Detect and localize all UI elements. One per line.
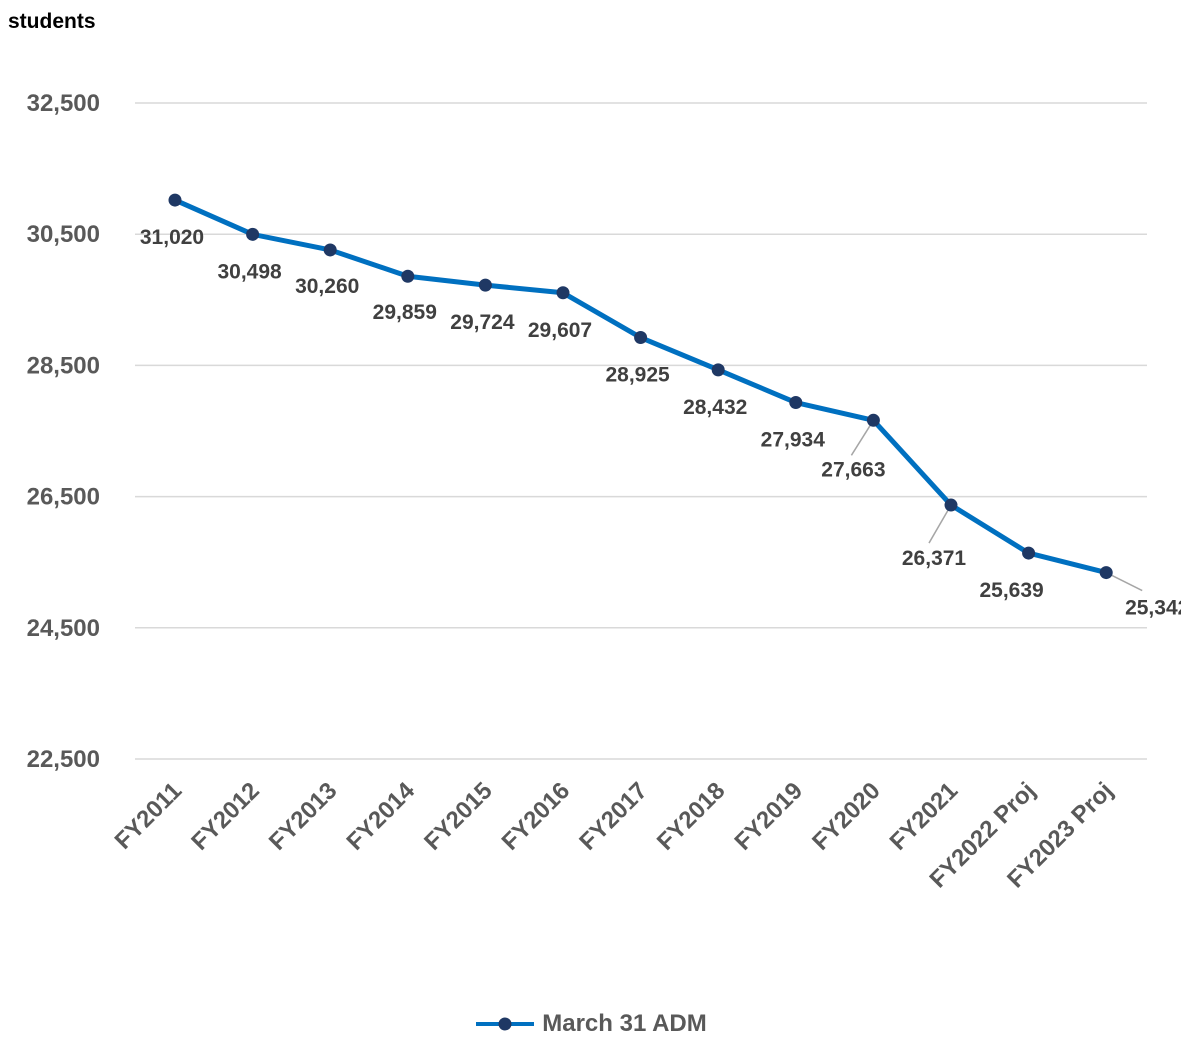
leader-line — [850, 419, 875, 456]
data-point — [478, 278, 492, 292]
leader-line — [1105, 571, 1143, 592]
data-label: 25,342 — [1125, 597, 1181, 620]
x-tick-label: FY2018 — [652, 777, 731, 856]
x-tick-label: FY2020 — [807, 777, 886, 856]
y-tick-label: 32,500 — [27, 90, 100, 117]
legend-label: March 31 ADM — [542, 1010, 707, 1037]
data-label: 29,859 — [373, 301, 437, 324]
x-tick-label: FY2017 — [574, 777, 653, 856]
data-label: 30,498 — [217, 260, 282, 283]
data-label: 27,934 — [761, 429, 826, 452]
data-point — [246, 227, 260, 241]
x-tick-label: FY2014 — [342, 777, 421, 856]
x-tick-label: FY2016 — [497, 777, 576, 856]
data-label: 28,925 — [605, 364, 670, 387]
data-point — [634, 331, 648, 345]
data-point — [1022, 546, 1036, 560]
data-point — [1099, 566, 1113, 580]
y-tick-label: 24,500 — [27, 615, 100, 642]
y-tick-label: 30,500 — [27, 221, 100, 248]
x-tick-label: FY2012 — [186, 777, 265, 856]
data-point — [168, 193, 182, 207]
data-label: 27,663 — [821, 458, 885, 481]
leader-line — [928, 504, 952, 544]
x-tick-label: FY2019 — [730, 777, 809, 856]
data-point — [866, 413, 880, 427]
data-label: 29,607 — [528, 319, 592, 342]
data-point — [944, 498, 958, 512]
data-point — [401, 269, 415, 283]
legend-marker-icon — [476, 1017, 535, 1031]
y-tick-label: 22,500 — [27, 746, 100, 773]
y-axis-label: students — [8, 10, 96, 33]
data-point — [323, 243, 337, 257]
legend: March 31 ADM — [0, 1010, 1181, 1039]
y-tick-label: 28,500 — [27, 352, 100, 379]
data-label: 25,639 — [979, 579, 1043, 602]
data-point — [711, 363, 725, 377]
x-tick-label: FY2011 — [110, 777, 188, 855]
x-tick-label: FY2013 — [264, 777, 343, 856]
data-label: 26,371 — [902, 547, 967, 570]
x-tick-label: FY2021 — [885, 777, 964, 856]
data-label: 31,020 — [140, 226, 204, 249]
data-label: 29,724 — [450, 311, 515, 334]
x-tick-label: FY2015 — [419, 777, 498, 856]
y-tick-label: 26,500 — [27, 484, 100, 511]
data-label: 30,260 — [295, 275, 359, 298]
data-point — [556, 286, 570, 300]
data-label: 28,432 — [683, 396, 747, 419]
data-point — [789, 396, 803, 410]
